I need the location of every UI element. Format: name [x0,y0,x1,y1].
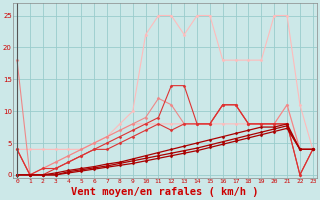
X-axis label: Vent moyen/en rafales ( km/h ): Vent moyen/en rafales ( km/h ) [71,187,259,197]
